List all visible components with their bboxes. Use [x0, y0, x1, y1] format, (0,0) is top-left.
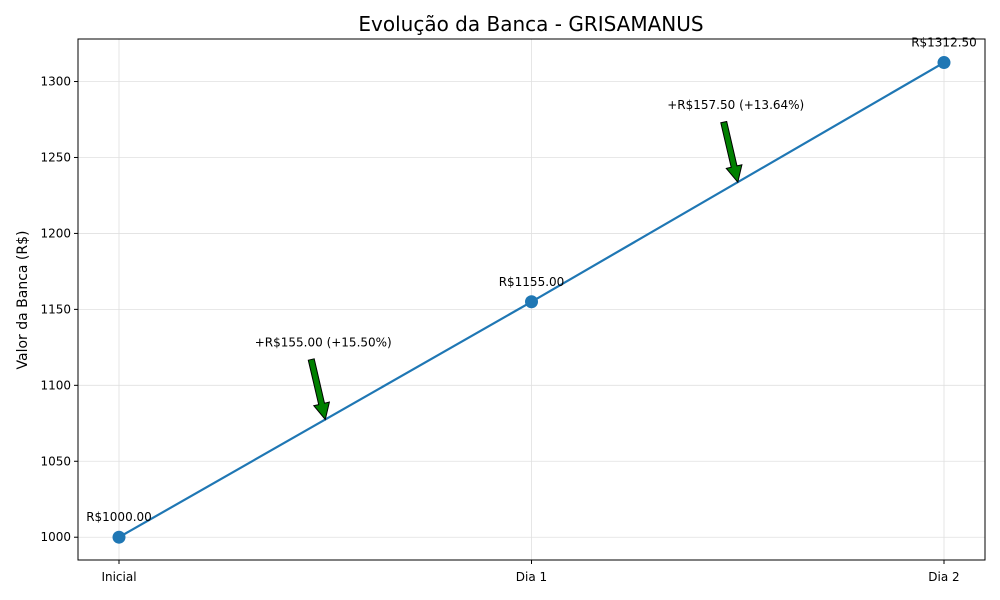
annotation-text: +R$157.50 (+13.64%): [667, 98, 804, 112]
y-tick-label: 1100: [40, 378, 71, 392]
point-value-label: R$1000.00: [86, 510, 152, 524]
y-tick-label: 1200: [40, 226, 71, 240]
data-point: [525, 295, 538, 309]
y-tick-label: 1000: [40, 530, 71, 544]
annotation-arrow: [307, 358, 331, 421]
gridlines: [78, 39, 985, 560]
axis-ticks: 1000 1050 1100 1150 1200 1250 1300 Inicial Dia 1…: [40, 75, 959, 584]
point-value-label: R$1155.00: [499, 275, 565, 289]
data-points: [112, 56, 951, 544]
y-tick-label: 1300: [40, 75, 71, 89]
annotations: +R$155.00 (+15.50%) +R$157.50 (+13.64%): [255, 98, 804, 421]
chart-title: Evolução da Banca - GRISAMANUS: [358, 12, 703, 36]
point-value-label: R$1312.50: [911, 36, 977, 50]
x-tick-label: Inicial: [101, 570, 136, 584]
y-tick-label: 1050: [40, 454, 71, 468]
y-tick-label: 1150: [40, 302, 71, 316]
annotation-text: +R$155.00 (+15.50%): [255, 335, 392, 349]
data-point: [937, 56, 951, 70]
data-point: [112, 530, 126, 544]
y-axis-label: Valor da Banca (R$): [15, 231, 31, 370]
x-tick-label: Dia 1: [516, 570, 547, 584]
annotation-arrow: [720, 120, 743, 184]
y-tick-label: 1250: [40, 150, 71, 164]
x-tick-label: Dia 2: [928, 570, 959, 584]
